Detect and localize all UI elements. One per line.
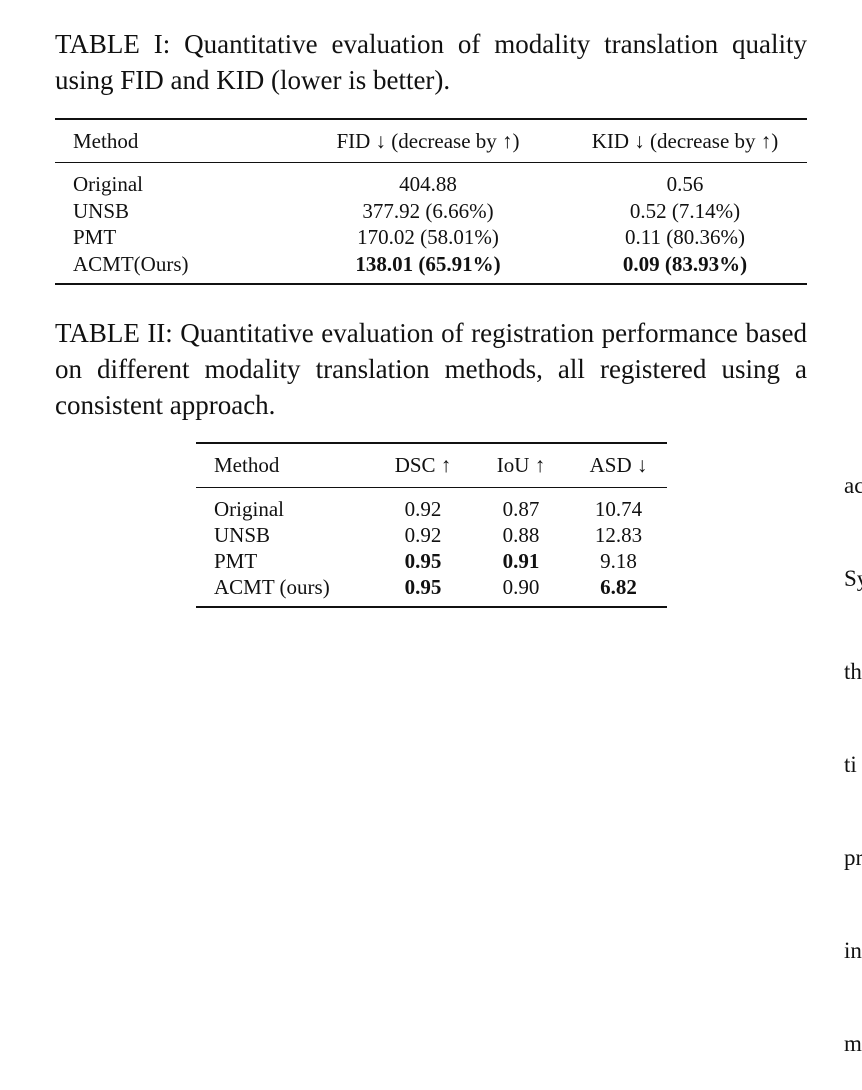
text-fragment: Sy	[844, 566, 862, 591]
kid-cell: 0.11 (80.36%)	[625, 225, 745, 250]
text-fragment: ac	[844, 473, 862, 498]
text-fragment: in	[844, 938, 862, 963]
fid-kid-table: Method FID ↓ (decrease by ↑) KID ↓ (decr…	[55, 118, 807, 285]
kid-cell-best: 0.09 (83.93%)	[622, 251, 748, 276]
table-row: PMT 170.02 (58.01%) 0.11 (80.36%)	[55, 224, 807, 251]
text-fragment: ti	[844, 752, 857, 777]
header-asd: ASD ↓	[570, 443, 667, 488]
kid-cell: 0.52 (7.14%)	[629, 198, 741, 223]
asd-cell-best: 6.82	[600, 575, 637, 599]
header-fid: FID ↓ (decrease by ↑)	[293, 119, 563, 163]
asd-cell: 9.18	[600, 549, 637, 573]
fid-cell-best: 138.01 (65.91%)	[355, 251, 501, 276]
header-method: Method	[55, 119, 293, 163]
header-kid: KID ↓ (decrease by ↑)	[563, 119, 807, 163]
text-fragment: m	[844, 1031, 862, 1056]
table-header-row: Method FID ↓ (decrease by ↑) KID ↓ (decr…	[55, 119, 807, 163]
method-cell: Original	[73, 172, 143, 197]
iou-cell: 0.90	[502, 575, 540, 599]
method-cell: ACMT(Ours)	[73, 251, 189, 276]
table-row: Original 0.92 0.87 10.74	[196, 488, 667, 523]
text-fragment: th	[844, 659, 862, 684]
dsc-cell: 0.92	[404, 523, 442, 547]
adjacent-column-text-fragments: ac Sy th ti pr in m	[844, 408, 862, 1090]
table-1-caption: TABLE I: Quantitative evaluation of moda…	[55, 29, 807, 95]
iou-cell: 0.87	[502, 497, 540, 521]
method-cell: PMT	[214, 549, 258, 573]
table-header-row: Method DSC ↑ IoU ↑ ASD ↓	[196, 443, 667, 488]
dsc-cell: 0.92	[404, 497, 442, 521]
asd-cell: 10.74	[594, 497, 643, 521]
header-method: Method	[196, 443, 374, 488]
fid-cell: 404.88	[399, 172, 457, 197]
iou-cell-best: 0.91	[502, 549, 540, 573]
method-cell: UNSB	[73, 198, 130, 223]
header-iou: IoU ↑	[472, 443, 570, 488]
dsc-cell-best: 0.95	[404, 575, 442, 599]
method-cell: Original	[214, 497, 284, 521]
table-row: Original 404.88 0.56	[55, 163, 807, 198]
table-row: PMT 0.95 0.91 9.18	[196, 548, 667, 574]
kid-cell: 0.56	[666, 172, 704, 197]
table-row: ACMT (ours) 0.95 0.90 6.82	[196, 574, 667, 607]
iou-cell: 0.88	[502, 523, 540, 547]
table-row: UNSB 377.92 (6.66%) 0.52 (7.14%)	[55, 198, 807, 225]
table-row: UNSB 0.92 0.88 12.83	[196, 522, 667, 548]
method-cell: UNSB	[214, 523, 271, 547]
method-cell: ACMT (ours)	[214, 575, 330, 599]
method-cell: PMT	[73, 225, 117, 250]
table-row: ACMT(Ours) 138.01 (65.91%) 0.09 (83.93%)	[55, 251, 807, 285]
registration-table: Method DSC ↑ IoU ↑ ASD ↓ Original 0.92 0…	[196, 442, 667, 608]
table-2-caption: TABLE II: Quantitative evaluation of reg…	[55, 318, 807, 420]
asd-cell: 12.83	[594, 523, 643, 547]
header-dsc: DSC ↑	[374, 443, 472, 488]
text-fragment: pr	[844, 845, 862, 870]
fid-cell: 170.02 (58.01%)	[357, 225, 499, 250]
dsc-cell-best: 0.95	[404, 549, 442, 573]
fid-cell: 377.92 (6.66%)	[362, 198, 494, 223]
